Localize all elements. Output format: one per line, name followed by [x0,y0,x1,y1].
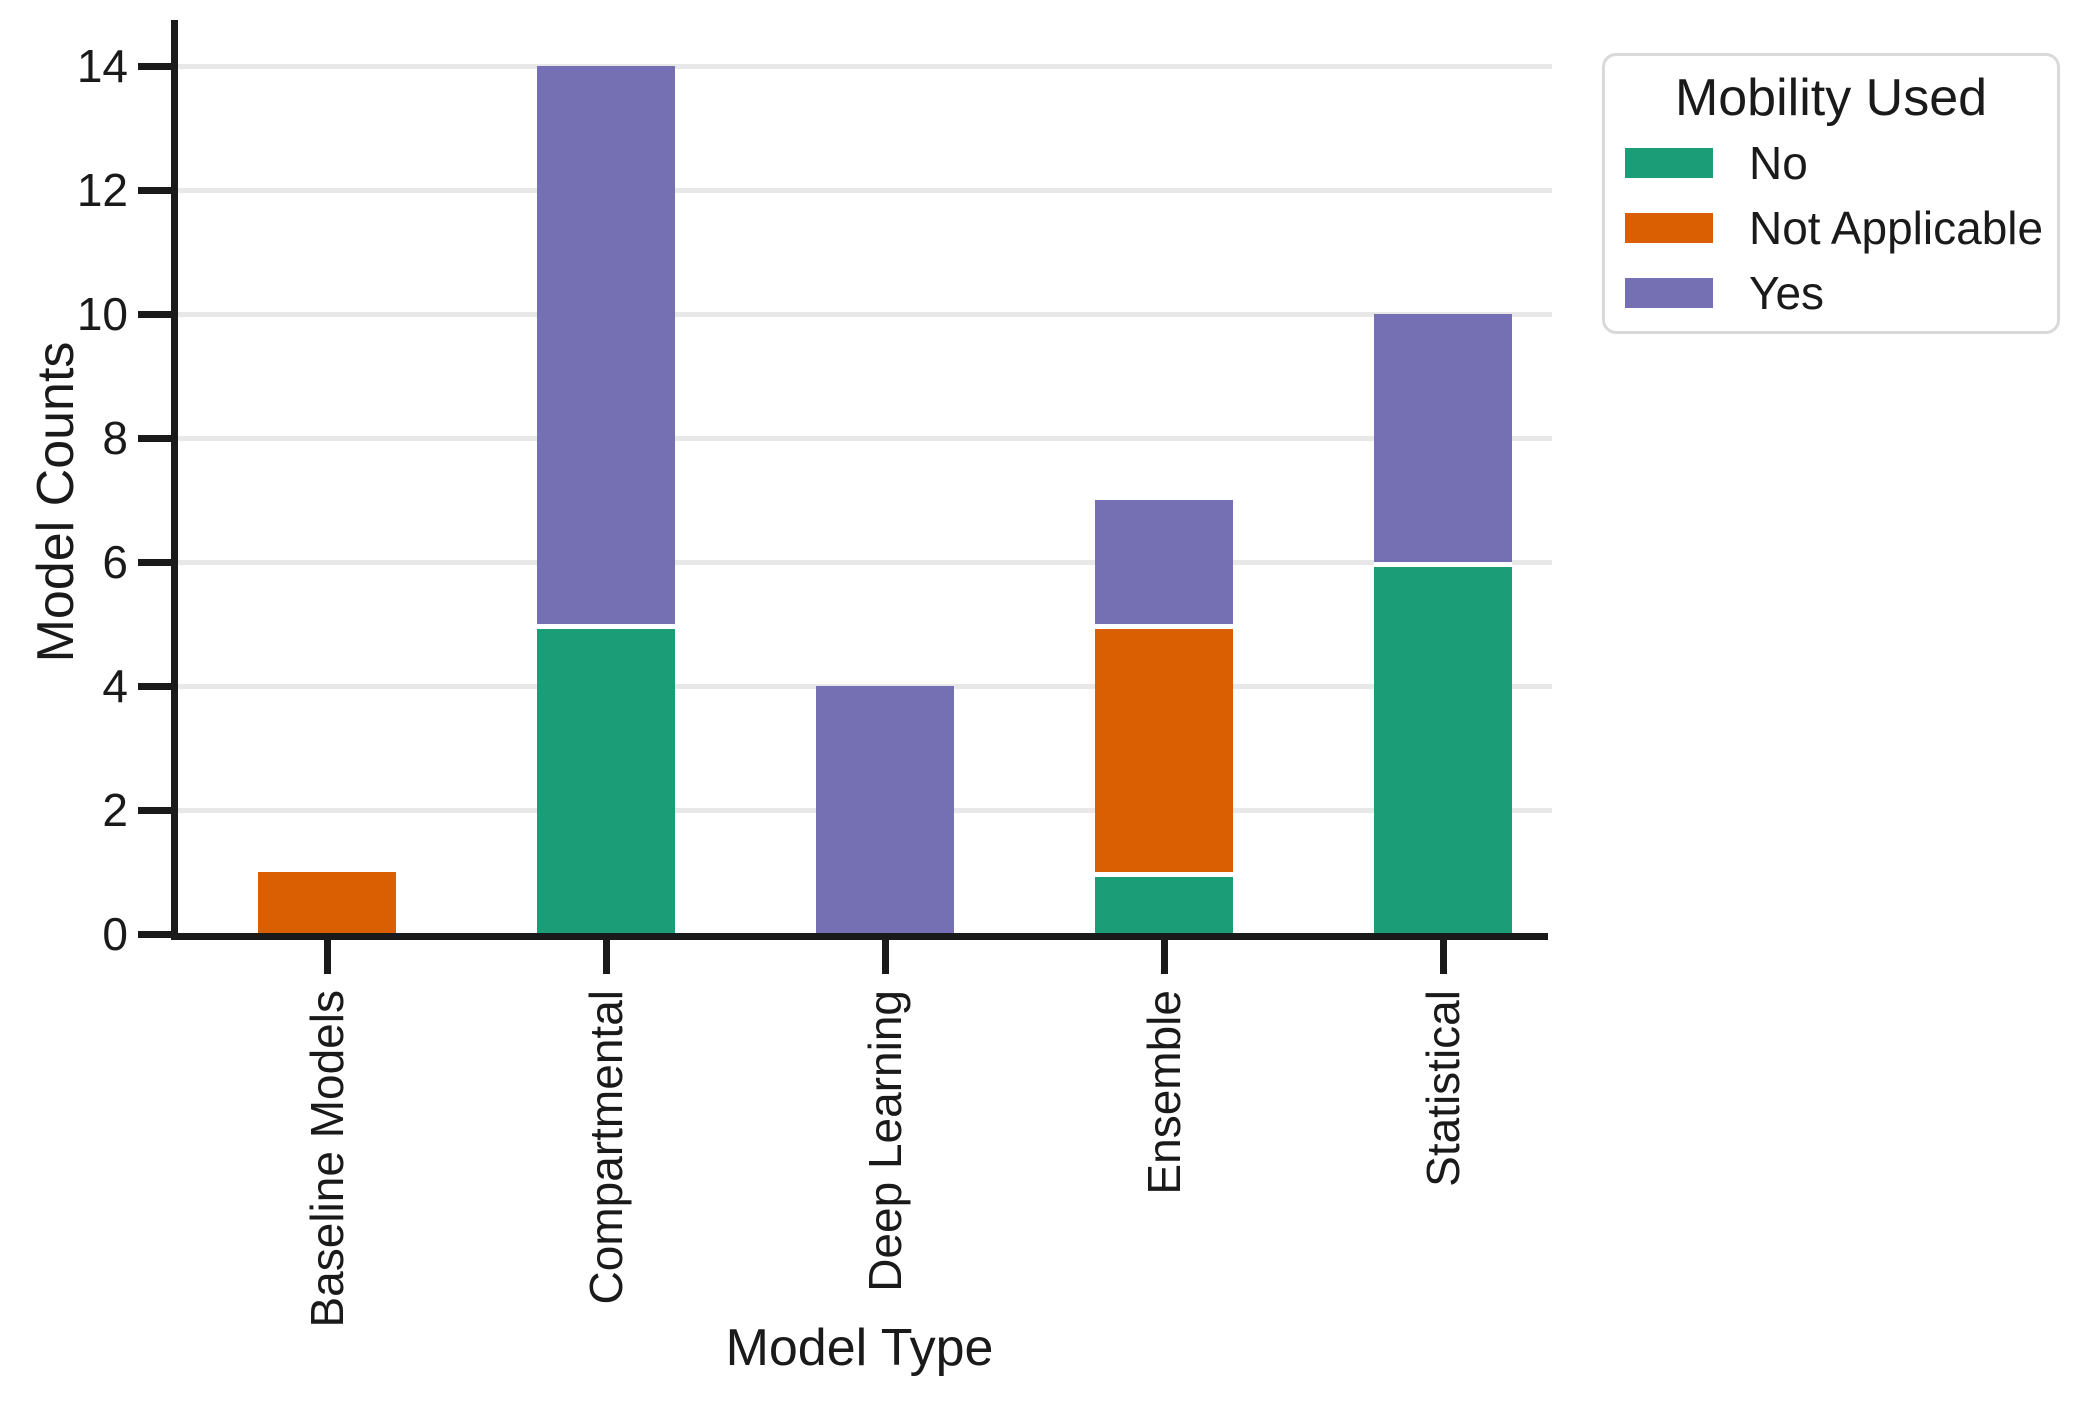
y-tick [138,310,171,318]
y-tick-label: 8 [102,412,128,464]
bar-segment [537,66,675,624]
gridline [178,311,1552,317]
gridline [178,435,1552,441]
x-tick-label: Compartmental [580,990,632,1305]
y-tick-label: 6 [102,536,128,588]
legend-item-label: Yes [1749,267,1825,319]
x-axis-spine [171,933,1548,940]
y-tick [138,682,171,690]
legend-swatch [1625,148,1713,178]
legend-item-label: No [1749,137,1808,189]
x-tick [1160,940,1168,974]
legend-item: No [1625,132,1808,194]
y-axis-title: Model Counts [27,341,85,663]
gridline [178,187,1552,193]
x-tick-label: Statistical [1417,990,1469,1187]
legend-swatch [1625,278,1713,308]
y-tick-label: 12 [76,164,128,216]
y-tick [138,186,171,194]
gridline [178,559,1552,565]
y-tick-label: 10 [76,288,128,340]
legend-title: Mobility Used [1674,69,1988,127]
x-tick [881,940,889,974]
bar-segment [1095,500,1233,624]
x-axis-title: Model Type [725,1319,994,1377]
legend-item: Not Applicable [1625,197,2043,259]
y-tick [138,930,171,938]
bar-segment [816,686,954,934]
y-tick [138,62,171,70]
y-tick-label: 14 [76,40,128,92]
x-tick [323,940,331,974]
bar-segment [1095,872,1233,934]
gridline [178,63,1552,69]
y-tick-label: 0 [102,908,128,960]
bar-segment [537,624,675,934]
y-tick [138,558,171,566]
legend-item-label: Not Applicable [1749,202,2044,254]
legend-item: Yes [1625,262,1824,324]
y-tick [138,806,171,814]
x-tick [602,940,610,974]
bar-segment [1095,624,1233,872]
y-tick-label: 4 [102,660,128,712]
bar-segment [1374,314,1512,562]
x-tick-label: Baseline Models [301,990,353,1328]
legend: Mobility Used No Not Applicable Yes [1602,53,2060,334]
legend-swatch [1625,213,1713,243]
bar-segment [1374,562,1512,934]
x-tick-label: Deep Learning [859,990,911,1292]
x-tick [1439,940,1447,974]
bar-segment [258,872,396,934]
y-axis-spine [171,20,178,940]
y-tick [138,434,171,442]
y-tick-label: 2 [102,784,128,836]
x-tick-label: Ensemble [1138,990,1190,1195]
